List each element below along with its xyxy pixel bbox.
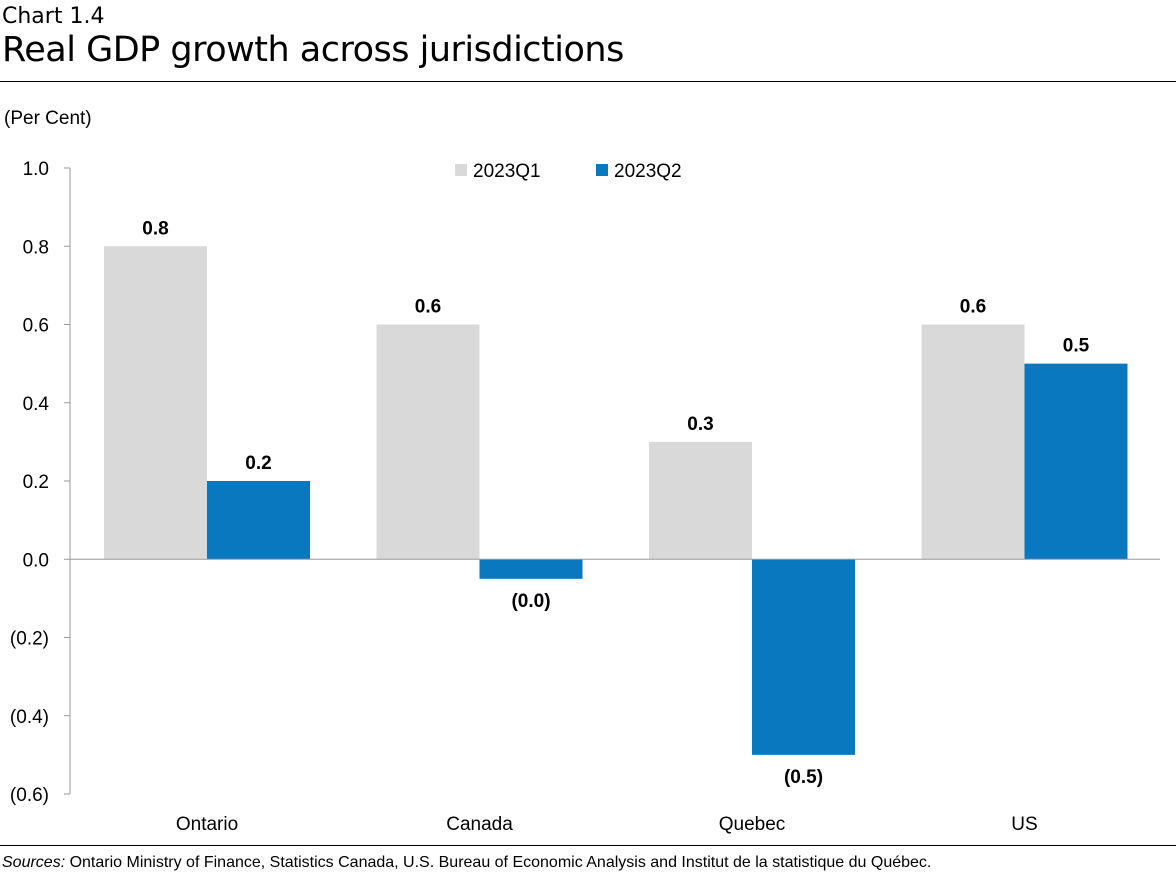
legend-label: 2023Q2 (614, 161, 682, 182)
bar-2023q2 (752, 559, 855, 755)
y-tick-label: (0.6) (10, 785, 49, 806)
y-axis-units-label: (Per Cent) (4, 108, 92, 129)
x-category-label: Canada (446, 814, 513, 835)
y-tick-label: (0.4) (10, 707, 49, 728)
y-tick-label: 0.0 (23, 550, 49, 571)
y-tick-label: 0.4 (23, 394, 50, 415)
bar-2023q1 (104, 246, 207, 560)
x-category-label: Ontario (176, 814, 238, 835)
data-label: 0.2 (245, 453, 271, 474)
bar-2023q1 (921, 324, 1025, 560)
bar-chart: 1.0 0.8 0.6 0.4 0.2 0.0 (0.2) (0.4) (0.6) 0.8 0.6 0… (10, 159, 1160, 835)
legend-label: 2023Q1 (473, 161, 541, 182)
data-label: 0.3 (687, 414, 713, 435)
data-label: 0.6 (960, 297, 986, 318)
bar-2023q1 (376, 324, 480, 560)
data-label: (0.5) (784, 767, 823, 788)
data-label: 0.6 (415, 297, 441, 318)
bar-2023q2 (1024, 363, 1128, 560)
legend-swatch (596, 164, 608, 176)
y-tick-label: 0.2 (23, 472, 49, 493)
x-category-label: US (1011, 814, 1037, 835)
y-tick-label: 1.0 (23, 159, 49, 180)
data-label: (0.0) (511, 591, 550, 612)
data-label: 0.8 (142, 218, 168, 239)
y-tick-label: (0.2) (10, 629, 49, 650)
chart-number: Chart 1.4 (2, 4, 105, 29)
bar-2023q1 (649, 441, 752, 560)
y-tick-label: 0.6 (23, 316, 49, 337)
bar-2023q2 (479, 559, 583, 579)
sources-text: Ontario Ministry of Finance, Statistics … (65, 854, 932, 871)
y-tick-label: 0.8 (23, 237, 49, 258)
sources-prefix: Sources: (2, 854, 66, 871)
x-category-label: Quebec (719, 814, 786, 835)
chart-title: Real GDP growth across jurisdictions (2, 30, 624, 70)
legend-swatch (455, 164, 467, 176)
header-divider (0, 81, 1176, 82)
footer-divider (0, 845, 1176, 846)
data-label: 0.5 (1063, 336, 1090, 357)
sources-note: Sources: Ontario Ministry of Finance, St… (2, 854, 931, 872)
bar-2023q2 (207, 481, 310, 560)
